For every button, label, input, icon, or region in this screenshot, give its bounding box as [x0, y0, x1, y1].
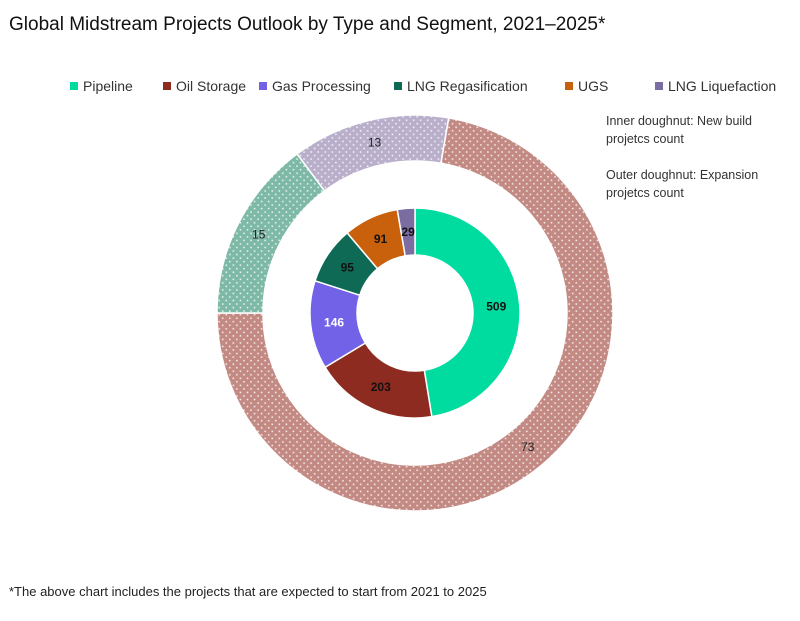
legend-label: Pipeline: [83, 78, 133, 94]
legend-swatch: [394, 82, 402, 90]
outer-segment-oil-storage: [216, 117, 614, 512]
outer-doughnut-note: Outer doughnut: Expansion projetcs count: [606, 168, 759, 200]
legend-item-lng-regasification: LNG Regasification: [394, 78, 528, 94]
legend-item-pipeline: Pipeline: [70, 78, 133, 94]
outer-data-label: 73: [521, 440, 535, 454]
outer-data-label: 13: [368, 136, 382, 150]
legend-label: LNG Regasification: [407, 78, 528, 94]
chart-title: Global Midstream Projects Outlook by Typ…: [9, 14, 606, 35]
legend-swatch: [565, 82, 573, 90]
legend-swatch: [70, 82, 78, 90]
inner-data-label: 509: [486, 299, 506, 313]
inner-data-label: 146: [324, 315, 344, 329]
legend-item-lng-liquefaction: LNG Liquefaction: [655, 78, 776, 94]
legend-swatch: [655, 82, 663, 90]
legend-swatch: [163, 82, 171, 90]
outer-data-label: 15: [252, 227, 266, 241]
legend-label: LNG Liquefaction: [668, 78, 777, 94]
inner-data-label: 91: [374, 232, 388, 246]
outer-doughnut: 73 15 13: [216, 114, 614, 512]
legend-label: Oil Storage: [176, 78, 247, 94]
outer-segment-lng-liquefaction: [296, 114, 450, 192]
outer-segment-pipeline: [216, 152, 326, 314]
inner-data-label: 95: [341, 261, 355, 275]
inner-data-label: 203: [371, 380, 391, 394]
footnote: *The above chart includes the projects t…: [9, 584, 487, 599]
legend-label: UGS: [578, 78, 609, 94]
inner-doughnut: 509 203 146 95 91 29: [309, 207, 521, 419]
inner-data-label: 29: [401, 225, 415, 239]
legend-label: Gas Processing: [272, 78, 371, 94]
inner-doughnut-note: Inner doughnut: New build projetcs count: [606, 114, 752, 146]
inner-segment-pipeline: [414, 207, 521, 418]
legend-swatch: [259, 82, 267, 90]
legend-item-ugs: UGS: [565, 78, 608, 94]
inner-segment-lng-liquefaction: [396, 207, 416, 257]
legend-item-oil-storage: Oil Storage: [163, 78, 246, 94]
legend-item-gas-processing: Gas Processing: [259, 78, 371, 94]
